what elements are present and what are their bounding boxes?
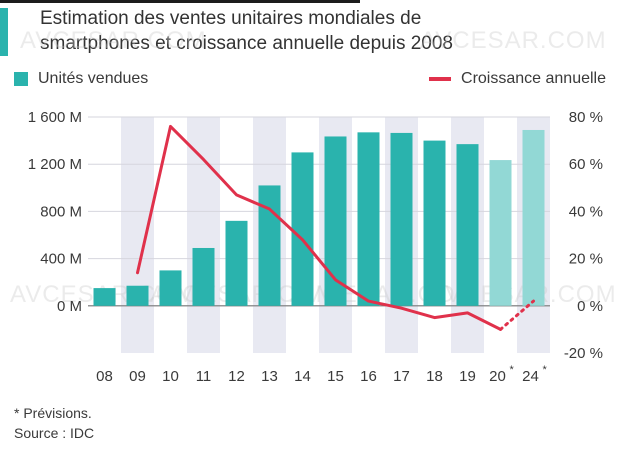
bar-11 (192, 247, 215, 306)
right-tick-label: 0 % (577, 298, 603, 315)
left-tick-label: 800 M (40, 203, 82, 220)
watermark-text: AVCESAR.COM (420, 27, 607, 54)
growth-line-forecast (499, 299, 535, 331)
forecast-note: * Prévisions. (14, 405, 92, 421)
bar-16 (357, 132, 380, 306)
x-tick-label: 13 (261, 368, 278, 385)
right-tick-label: 20 % (569, 251, 603, 268)
x-tick-label: 09 (129, 368, 146, 385)
right-tick-label: 40 % (569, 203, 603, 220)
legend-growth-label: Croissance annuelle (461, 70, 606, 87)
x-tick-label: 16 (360, 368, 377, 385)
title-top-accent (0, 0, 360, 3)
bar-10 (159, 270, 182, 306)
x-tick-label: 24 (522, 368, 539, 385)
legend-growth-swatch (429, 77, 452, 81)
x-tick-label: 08 (96, 368, 113, 385)
x-tick-label: 14 (294, 368, 311, 385)
bar-19 (456, 144, 479, 306)
right-tick-label: 80 % (569, 109, 603, 126)
legend-units-swatch (14, 72, 28, 86)
x-tick-label: 19 (459, 368, 476, 385)
left-tick-label: 400 M (40, 251, 82, 268)
bar-20 (489, 160, 512, 306)
legend-units-label: Unités vendues (38, 70, 149, 87)
legend-units: Unités vendues (14, 70, 148, 88)
growth-line (136, 124, 502, 331)
right-tick-label: -20 % (564, 345, 603, 362)
left-tick-label: 0 M (57, 298, 82, 315)
bar-15 (324, 136, 347, 306)
title-line-1: Estimation des ventes unitaires mondiale… (40, 8, 422, 29)
x-tick-star: * (510, 364, 515, 376)
bar-13 (258, 185, 281, 306)
watermark-text: AVCESAR.COM (20, 27, 207, 54)
x-tick-label: 15 (327, 368, 344, 385)
title-line-2: smartphones et croissance annuelle depui… (40, 33, 453, 54)
bar-18 (423, 140, 446, 306)
alt-band (187, 117, 220, 353)
bar-17 (390, 132, 413, 306)
left-tick-label: 1 600 M (28, 109, 82, 126)
x-tick-label: 10 (162, 368, 179, 385)
bar-09 (126, 285, 149, 306)
title-accent-bar (0, 8, 8, 56)
x-tick-star: * (543, 364, 548, 376)
x-tick-label: 17 (393, 368, 410, 385)
x-tick-label: 20 (489, 368, 506, 385)
x-tick-label: 12 (228, 368, 245, 385)
right-tick-label: 60 % (569, 156, 603, 173)
bar-14 (291, 152, 314, 306)
chart-notes: * Prévisions. Source : IDC (14, 403, 94, 443)
left-tick-label: 1 200 M (28, 156, 82, 173)
bar-12 (225, 220, 248, 306)
x-tick-label: 11 (196, 368, 212, 385)
chart-title: Estimation des ventes unitaires mondiale… (40, 6, 600, 56)
legend-growth: Croissance annuelle (429, 70, 606, 88)
x-tick-label: 18 (426, 368, 443, 385)
bar-24 (522, 129, 545, 306)
bar-08 (93, 288, 116, 306)
source-note: Source : IDC (14, 425, 95, 441)
alt-band (121, 117, 154, 353)
